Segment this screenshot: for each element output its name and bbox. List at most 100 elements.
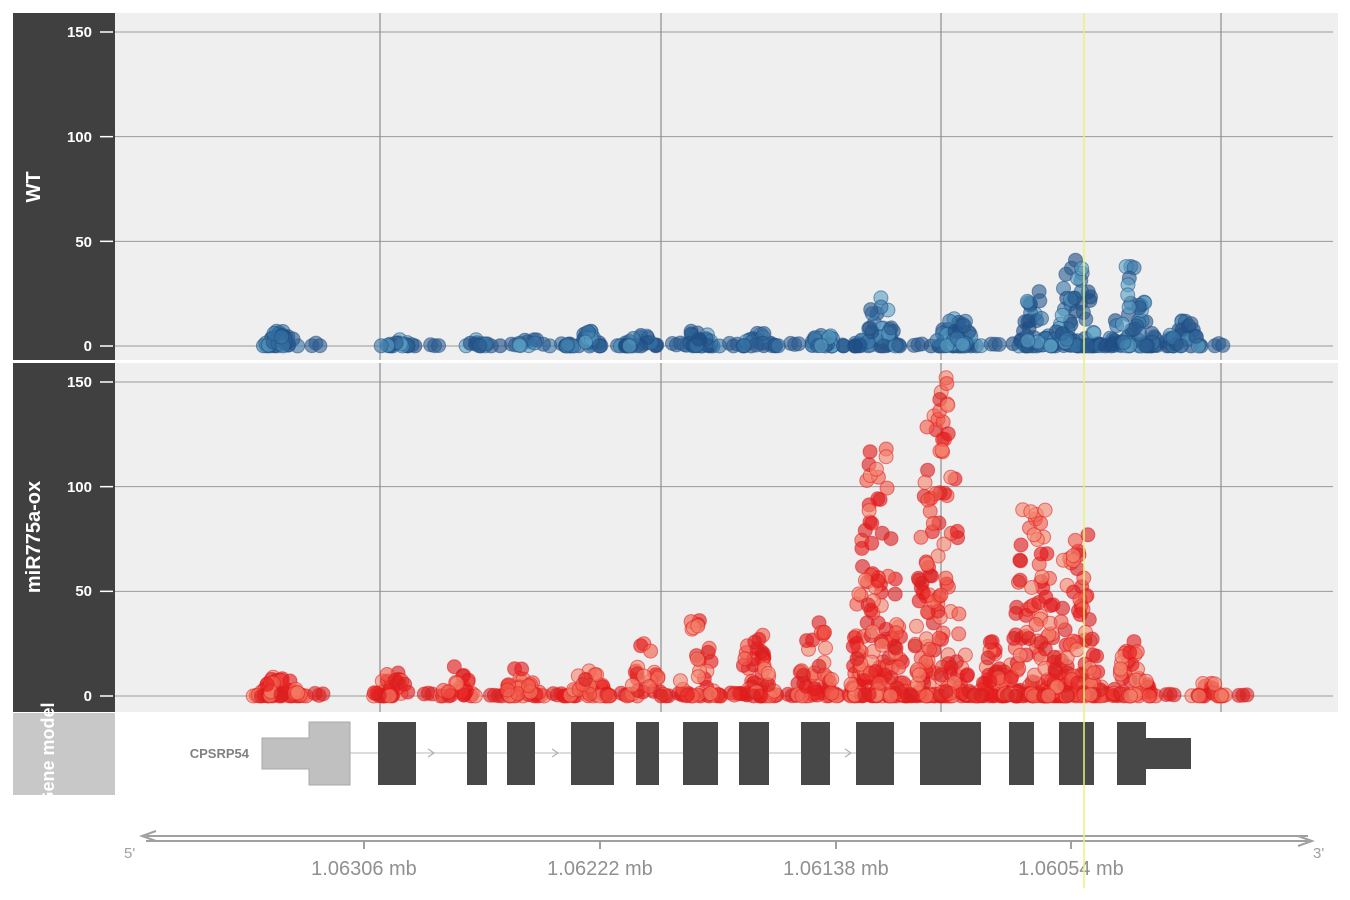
- data-point: [940, 397, 956, 413]
- data-point: [672, 673, 688, 689]
- data-point: [274, 329, 289, 345]
- data-point: [936, 536, 952, 552]
- wt-track: WT 0 50 100 150: [13, 13, 1338, 360]
- ox-y-axis: 0 50 100 150: [67, 374, 113, 705]
- intron-arrow: [551, 748, 560, 758]
- coding-exon: [1009, 722, 1034, 785]
- data-point: [511, 337, 527, 353]
- utr-exon-left: [261, 721, 351, 786]
- data-point: [1024, 580, 1040, 595]
- genome-axis: 5' 3' 1.06306 mb 1.06222 mb 1.06138 mb 1…: [124, 830, 1324, 880]
- data-point: [1032, 293, 1048, 309]
- data-point: [446, 659, 462, 675]
- data-point: [527, 335, 543, 351]
- data-point: [1009, 599, 1025, 615]
- data-point: [690, 669, 706, 685]
- data-point: [883, 320, 899, 336]
- data-point: [818, 640, 833, 656]
- data-point: [440, 684, 456, 700]
- data-point: [1079, 338, 1095, 354]
- data-point: [887, 586, 903, 602]
- data-point: [1188, 328, 1204, 344]
- data-point: [888, 640, 904, 656]
- data-point: [966, 687, 982, 703]
- data-point: [640, 330, 655, 345]
- data-point: [1207, 676, 1223, 692]
- data-point: [1070, 675, 1086, 691]
- data-point: [679, 687, 695, 703]
- data-point: [700, 644, 716, 660]
- data-point: [1054, 307, 1070, 323]
- data-point: [643, 643, 659, 659]
- data-point: [1122, 645, 1138, 660]
- data-point: [851, 586, 867, 602]
- axis-left-end-label: 5': [124, 845, 135, 862]
- wt-track-title-strip: [13, 13, 115, 360]
- data-point: [911, 667, 927, 683]
- coding-exon: [571, 722, 614, 785]
- data-point: [1046, 649, 1062, 665]
- data-point: [1040, 688, 1056, 704]
- data-point: [760, 665, 776, 681]
- data-point: [578, 334, 593, 350]
- data-point: [1020, 333, 1036, 349]
- coding-exon: [683, 722, 718, 785]
- data-point: [943, 469, 959, 485]
- data-point: [1011, 660, 1027, 676]
- data-point: [691, 331, 707, 347]
- data-point: [1033, 515, 1049, 531]
- data-point: [371, 688, 387, 704]
- data-point: [902, 687, 918, 702]
- coding-exon: [856, 722, 894, 785]
- data-point: [1027, 667, 1042, 683]
- data-point: [1026, 527, 1042, 543]
- data-point: [1213, 688, 1229, 704]
- data-point: [857, 572, 873, 588]
- data-point: [400, 684, 416, 700]
- ox-track-title-strip: [13, 363, 115, 712]
- gene-exons: [261, 721, 1191, 786]
- data-point: [1012, 572, 1028, 588]
- data-point: [1113, 661, 1128, 677]
- data-point: [736, 338, 752, 354]
- data-point: [653, 688, 669, 704]
- data-point: [1019, 293, 1035, 309]
- data-point: [951, 626, 967, 642]
- ox-plot-area: [115, 363, 1338, 712]
- wt-y-axis: 0 50 100 150: [67, 24, 113, 355]
- data-point: [891, 337, 907, 353]
- data-point: [1138, 673, 1154, 689]
- data-point: [1033, 546, 1049, 562]
- data-point: [1103, 338, 1119, 354]
- wt-ytick-label-0: 0: [84, 338, 92, 355]
- data-point: [1173, 338, 1189, 354]
- axis-tick-label: 1.06138 mb: [783, 858, 889, 880]
- data-point: [1031, 595, 1047, 610]
- data-point: [1166, 687, 1182, 703]
- data-point: [878, 449, 894, 465]
- data-point: [690, 651, 705, 667]
- data-point: [1023, 504, 1039, 520]
- data-point: [811, 658, 827, 674]
- data-point: [991, 337, 1007, 352]
- data-point: [891, 659, 907, 675]
- wt-track-title: WT: [23, 171, 45, 202]
- wt-points: [255, 252, 1231, 354]
- data-point: [690, 618, 706, 634]
- data-point: [273, 687, 289, 702]
- axis-tick-label: 1.06054 mb: [1018, 858, 1124, 880]
- data-point: [982, 673, 998, 689]
- data-point: [1012, 647, 1028, 663]
- axis-tick-label: 1.06222 mb: [547, 858, 653, 880]
- data-point: [1067, 532, 1083, 548]
- data-point: [1072, 607, 1088, 623]
- data-point: [703, 686, 719, 702]
- data-point: [845, 638, 861, 654]
- data-point: [883, 688, 898, 704]
- data-point: [315, 686, 331, 702]
- data-point: [1239, 687, 1255, 703]
- wt-plot-area: [115, 13, 1338, 360]
- data-point: [737, 651, 753, 667]
- gene-direction-arrows: [427, 748, 853, 758]
